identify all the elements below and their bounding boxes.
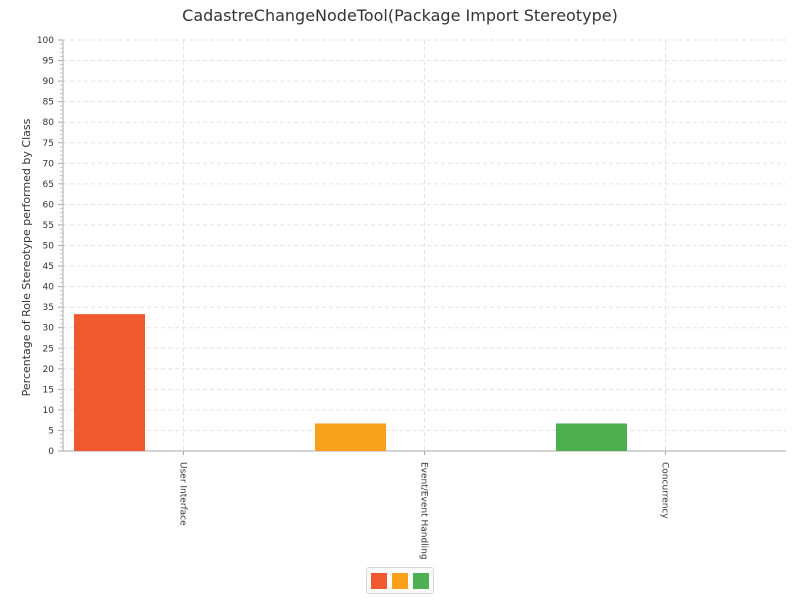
legend (366, 567, 434, 594)
y-tick-label: 55 (43, 221, 54, 231)
y-tick-label: 50 (43, 242, 55, 252)
y-tick-label: 0 (48, 447, 54, 457)
legend-swatch-1 (371, 572, 387, 589)
y-axis-label: Percentage of Role Stereotype performed … (20, 118, 33, 396)
y-tick-label: 40 (43, 283, 55, 293)
y-tick-label: 30 (43, 324, 55, 334)
y-tick-label: 10 (43, 406, 55, 416)
y-tick-label: 15 (43, 385, 54, 395)
x-tick-label: Concurrency (660, 462, 670, 519)
chart-title: CadastreChangeNodeTool(Package Import St… (182, 6, 618, 25)
y-tick-label: 65 (43, 180, 54, 190)
y-tick-label: 20 (43, 365, 55, 375)
legend-swatch-3 (413, 572, 429, 589)
y-tick-label: 85 (43, 98, 54, 108)
x-tick-label: User Interface (178, 462, 188, 526)
y-tick-label: 25 (43, 344, 54, 354)
y-tick-label: 5 (48, 426, 54, 436)
y-tick-label: 75 (43, 139, 54, 149)
bar-concurrency (556, 423, 627, 451)
bar-event-event-handling (315, 423, 386, 451)
y-tick-label: 35 (43, 303, 54, 313)
x-tick-label: Event/Event Handling (419, 462, 429, 560)
legend-swatch-2 (392, 572, 408, 589)
y-tick-label: 80 (43, 118, 55, 128)
bar-user-interface (74, 314, 145, 451)
y-tick-label: 90 (43, 77, 55, 87)
y-tick-label: 70 (43, 159, 55, 169)
y-tick-label: 60 (43, 200, 55, 210)
y-tick-label: 100 (37, 36, 54, 46)
y-tick-label: 95 (43, 57, 54, 67)
y-tick-label: 45 (43, 262, 54, 272)
